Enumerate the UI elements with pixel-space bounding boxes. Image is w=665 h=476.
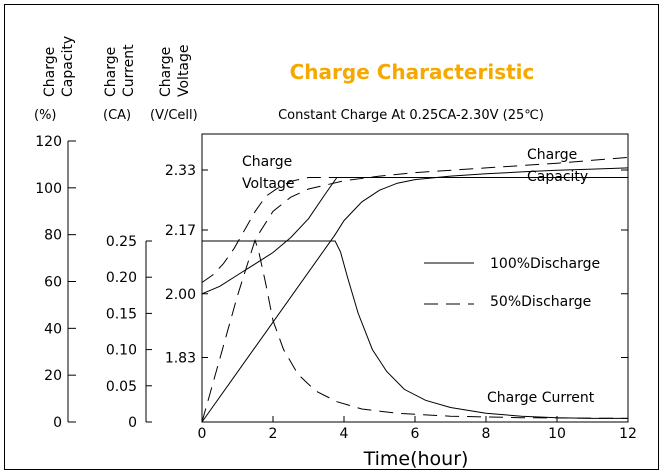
current-curve-100: [202, 240, 628, 419]
capacity-tick-label: 60: [44, 275, 62, 291]
voltage-axis-title-line1: Charge: [158, 47, 174, 97]
chart-subtitle: Constant Charge At 0.25CA-2.30V (25℃): [278, 108, 544, 123]
voltage-tick-label: 2.00: [165, 287, 196, 303]
capacity-axis-unit: (%): [34, 108, 57, 123]
x-tick-label: 8: [482, 426, 491, 442]
capacity-tick-label: 20: [44, 368, 62, 384]
voltage-axis-unit: (V/Cell): [150, 108, 198, 123]
legend-label-50: 50%Discharge: [490, 294, 591, 310]
voltage-tick-label: 1.83: [165, 351, 196, 367]
chart-title: Charge Characteristic: [290, 60, 535, 84]
x-tick-label: 12: [619, 426, 637, 442]
current-tick-label: 0: [128, 415, 137, 431]
x-tick-label: 6: [411, 426, 420, 442]
voltage-tick-label: 2.33: [165, 163, 196, 179]
current-axis-title-line2: Current: [121, 44, 137, 97]
legend-label-100: 100%Discharge: [490, 256, 600, 272]
capacity-tick-label: 0: [53, 415, 62, 431]
voltage-curve-100: [201, 177, 628, 295]
x-tick-label: 10: [548, 426, 566, 442]
capacity-curve-50: [201, 156, 629, 423]
voltage-tick-label: 2.17: [165, 223, 196, 239]
x-tick-label: 4: [340, 426, 349, 442]
capacity-tick-label: 100: [35, 181, 62, 197]
voltage-curve-50: [201, 177, 628, 283]
x-tick-label: 0: [198, 426, 207, 442]
annotation-charge-voltage-line1: Charge: [242, 154, 292, 170]
annotation-charge-voltage-line2: Voltage: [242, 176, 295, 192]
annotation-charge-capacity-line2: Capacity: [527, 169, 588, 185]
current-tick-label: 0.15: [106, 306, 137, 322]
x-tick-label: 2: [269, 426, 278, 442]
current-curve-50: [202, 240, 629, 419]
current-tick-label: 0.05: [106, 379, 137, 395]
chart-frame: [4, 4, 659, 470]
capacity-curve-100: [201, 167, 629, 423]
capacity-axis-title-line2: Capacity: [60, 36, 76, 97]
x-axis-label: Time(hour): [363, 448, 469, 470]
capacity-tick-label: 40: [44, 321, 62, 337]
series-layer: [201, 156, 629, 423]
voltage-axis-title-line2: Voltage: [176, 44, 192, 97]
annotation-charge-current: Charge Current: [487, 390, 595, 406]
current-tick-label: 0.25: [106, 234, 137, 250]
current-axis-title-line1: Charge: [103, 47, 119, 97]
current-tick-label: 0.20: [106, 270, 137, 286]
current-tick-label: 0.10: [106, 343, 137, 359]
ticks-layer: 02040608010012000.050.100.150.200.251.83…: [35, 134, 637, 442]
annotation-charge-capacity-line1: Charge: [527, 147, 577, 163]
current-axis-unit: (CA): [103, 108, 131, 123]
capacity-tick-label: 80: [44, 228, 62, 244]
capacity-axis-title-line1: Charge: [42, 47, 58, 97]
capacity-tick-label: 120: [35, 134, 62, 150]
